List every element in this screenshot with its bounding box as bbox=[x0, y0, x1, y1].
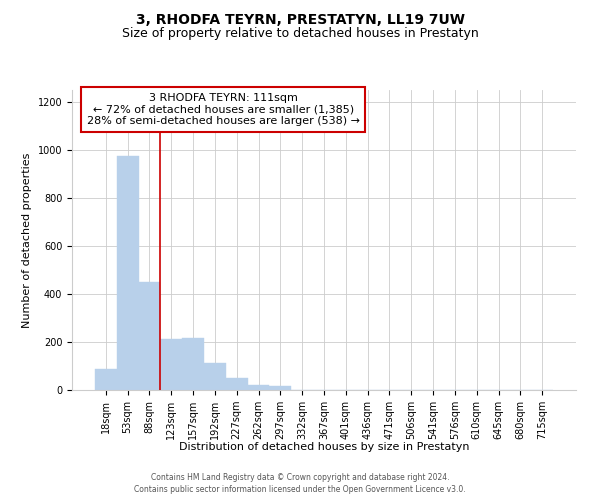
Text: Distribution of detached houses by size in Prestatyn: Distribution of detached houses by size … bbox=[179, 442, 469, 452]
Bar bbox=[248, 385, 269, 390]
Bar bbox=[160, 339, 182, 390]
Bar bbox=[139, 282, 160, 390]
Bar bbox=[204, 363, 226, 390]
Text: Size of property relative to detached houses in Prestatyn: Size of property relative to detached ho… bbox=[122, 28, 478, 40]
Text: 3, RHODFA TEYRN, PRESTATYN, LL19 7UW: 3, RHODFA TEYRN, PRESTATYN, LL19 7UW bbox=[136, 12, 464, 26]
Text: 3 RHODFA TEYRN: 111sqm
← 72% of detached houses are smaller (1,385)
28% of semi-: 3 RHODFA TEYRN: 111sqm ← 72% of detached… bbox=[86, 93, 360, 126]
Y-axis label: Number of detached properties: Number of detached properties bbox=[22, 152, 32, 328]
Bar bbox=[117, 156, 139, 390]
Bar bbox=[95, 369, 117, 390]
Bar bbox=[182, 338, 204, 390]
Bar bbox=[269, 386, 291, 390]
Text: Contains HM Land Registry data © Crown copyright and database right 2024.
Contai: Contains HM Land Registry data © Crown c… bbox=[134, 472, 466, 494]
Bar bbox=[226, 378, 248, 390]
